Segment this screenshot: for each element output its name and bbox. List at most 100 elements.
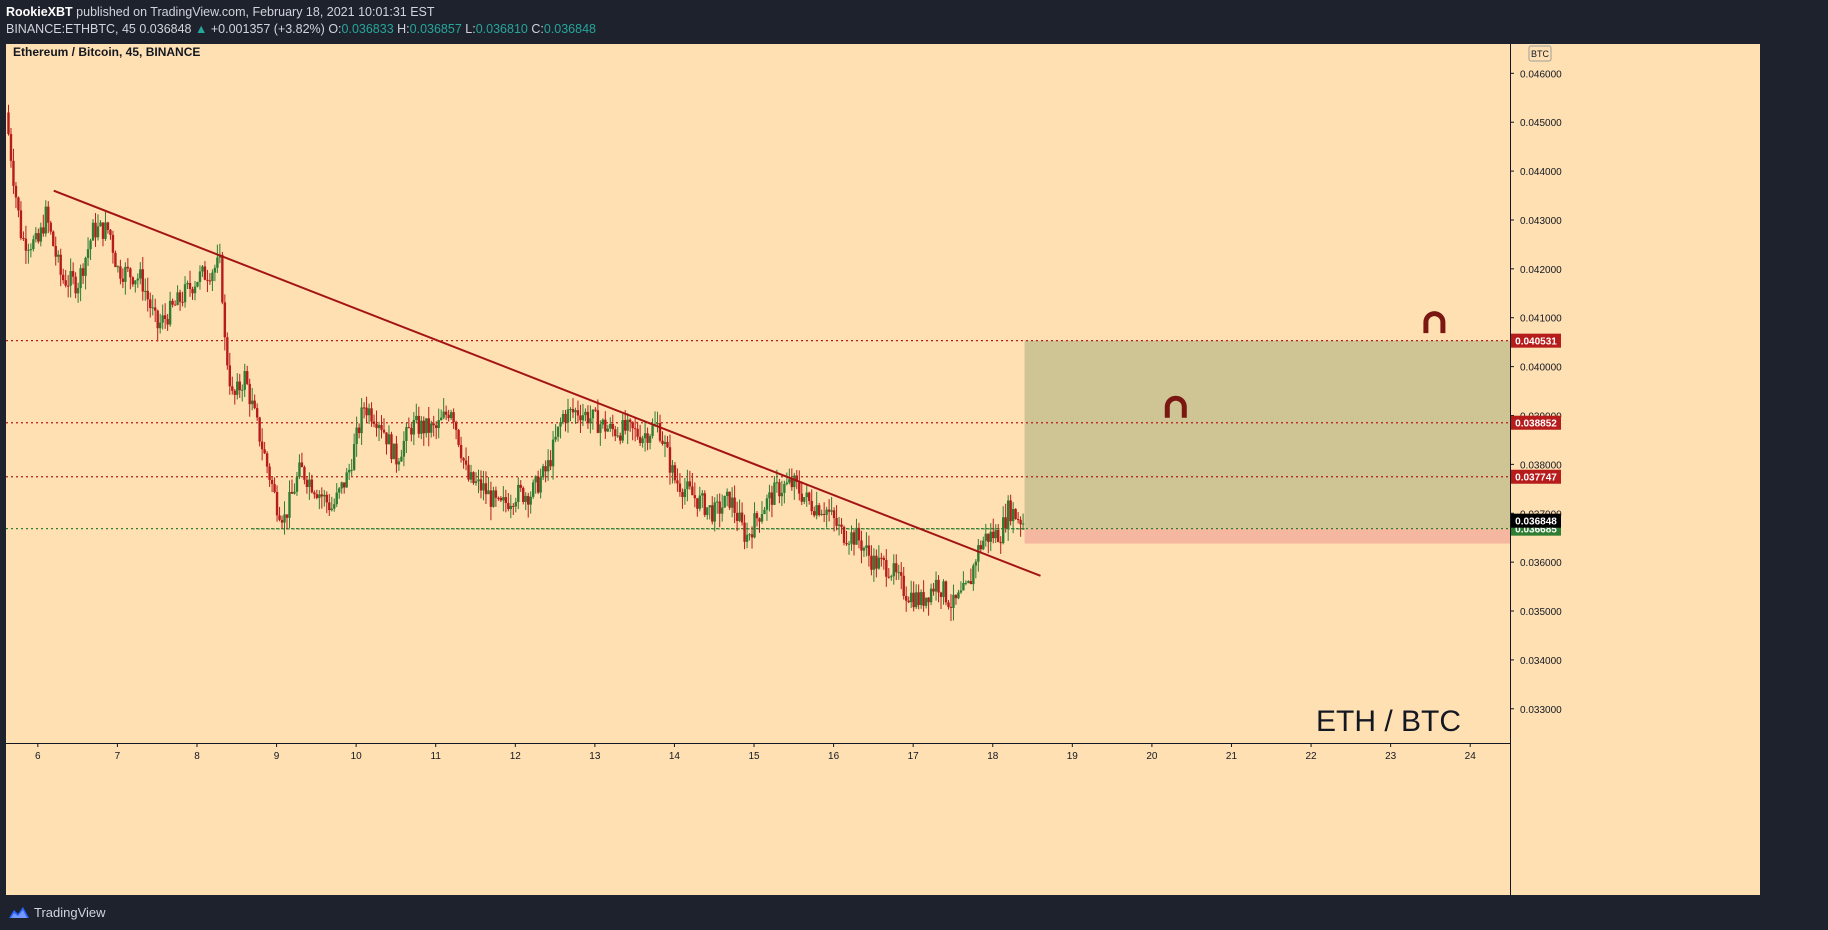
candle-body — [89, 240, 92, 250]
symbol-interval: BINANCE:ETHBTC, 45 — [6, 22, 136, 36]
candle-body — [69, 271, 72, 286]
stop-zone — [1024, 528, 1510, 544]
candle-body — [430, 423, 433, 433]
candle-body — [803, 497, 806, 502]
candle-body — [698, 495, 702, 509]
x-tick-label: 19 — [1067, 751, 1079, 762]
chart-title: Ethereum / Bitcoin, 45, BINANCE — [13, 45, 200, 59]
candle-body — [377, 425, 381, 429]
candle-body — [638, 436, 642, 444]
y-tick-label: 0.046000 — [1520, 69, 1562, 80]
candle-body — [96, 226, 100, 238]
candle-body — [333, 504, 336, 509]
candle-body — [201, 266, 204, 272]
candle-body — [181, 301, 184, 303]
candle-body — [134, 280, 137, 285]
x-tick-label: 8 — [194, 751, 200, 762]
candle-body — [900, 572, 903, 576]
candle-body — [454, 422, 458, 430]
chart-area[interactable]: Ethereum / Bitcoin, 45, BINANCE ETH / BTC… — [6, 44, 1760, 895]
candle-body — [957, 592, 960, 599]
candle-body — [1004, 517, 1007, 529]
candle-body — [173, 304, 177, 306]
candle-body — [972, 565, 975, 585]
candle-body — [193, 286, 197, 294]
candle-body — [743, 522, 746, 542]
candle-body — [693, 495, 697, 499]
candle-body — [494, 490, 498, 498]
price-tag-label: 0.037747 — [1515, 473, 1557, 484]
candle-body — [947, 602, 950, 607]
target-zone — [1024, 340, 1510, 529]
candle-body — [59, 254, 62, 275]
candle-body — [427, 418, 430, 433]
candle-body — [606, 428, 609, 432]
candle-body — [437, 420, 440, 429]
candle-body — [1001, 517, 1005, 544]
candle-body — [392, 443, 396, 460]
candle-body — [701, 493, 704, 496]
candle-body — [91, 222, 95, 241]
candle-body — [328, 502, 331, 511]
candle-body — [536, 476, 540, 493]
candle-body — [656, 423, 659, 425]
candle-body — [775, 482, 779, 484]
candle-body — [338, 488, 341, 493]
candle-body — [397, 461, 401, 465]
candle-body — [852, 532, 856, 545]
change-up-icon: ▲ — [195, 22, 208, 36]
price-change: +0.001357 (+3.82%) — [210, 22, 325, 36]
candle-body — [758, 518, 761, 522]
candle-body — [1016, 519, 1020, 521]
candle-body — [885, 559, 888, 577]
candle-body — [897, 572, 900, 574]
footer-brand[interactable]: TradingView — [34, 905, 106, 920]
candle-body — [315, 494, 319, 498]
candle-body — [514, 502, 517, 507]
candle-body — [1011, 509, 1015, 522]
candle-body — [519, 484, 522, 488]
candle-body — [967, 581, 970, 583]
candle-body — [738, 512, 741, 521]
candle-body — [763, 509, 766, 515]
author-name[interactable]: RookieXBT — [6, 5, 73, 19]
candle-body — [827, 509, 831, 512]
candle-body — [1009, 500, 1012, 522]
candle-body — [564, 413, 567, 423]
candle-body — [81, 268, 85, 276]
candle-body — [86, 249, 90, 258]
candle-body — [643, 433, 647, 439]
candle-body — [104, 222, 107, 239]
candle-body — [890, 576, 893, 578]
candle-body — [544, 466, 547, 472]
candle-body — [760, 514, 764, 522]
candle-body — [109, 229, 112, 235]
price-tag-label: 0.040531 — [1515, 337, 1557, 348]
candle-body — [596, 410, 600, 433]
candle-body — [178, 292, 182, 302]
footer: TradingView — [0, 895, 1828, 930]
candle-body — [962, 582, 965, 591]
candle-body — [924, 597, 928, 606]
candle-body — [136, 278, 139, 281]
candle-body — [415, 415, 418, 420]
candle-body — [720, 507, 724, 514]
candle-body — [604, 419, 607, 432]
price-chart[interactable]: Ethereum / Bitcoin, 45, BINANCE ETH / BTC… — [6, 44, 1760, 895]
candle-body — [549, 460, 552, 467]
candle-body — [452, 412, 455, 423]
candle-body — [288, 491, 291, 518]
candle-body — [1021, 523, 1025, 525]
candle-body — [633, 428, 637, 430]
candle-body — [410, 428, 413, 435]
candle-body — [773, 482, 776, 505]
trendline — [53, 189, 1041, 577]
candle-body — [24, 238, 28, 251]
price-tag-label: 0.038852 — [1515, 419, 1557, 430]
tradingview-logo-icon[interactable] — [8, 904, 30, 920]
candle-body — [599, 424, 602, 433]
candle-body — [907, 600, 910, 603]
candle-body — [939, 592, 943, 597]
candle-body — [357, 427, 361, 434]
y-tick-label: 0.035000 — [1520, 607, 1562, 618]
